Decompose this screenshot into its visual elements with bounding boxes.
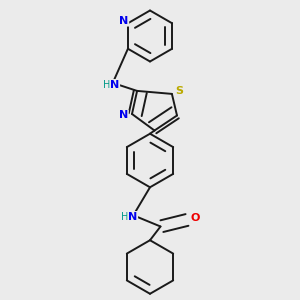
Text: N: N: [119, 110, 128, 121]
Text: N: N: [110, 80, 119, 90]
Text: S: S: [176, 86, 183, 96]
Text: H: H: [103, 80, 110, 91]
Text: N: N: [119, 16, 129, 26]
Text: O: O: [190, 213, 200, 223]
Text: H: H: [121, 212, 128, 223]
Text: N: N: [128, 212, 137, 222]
